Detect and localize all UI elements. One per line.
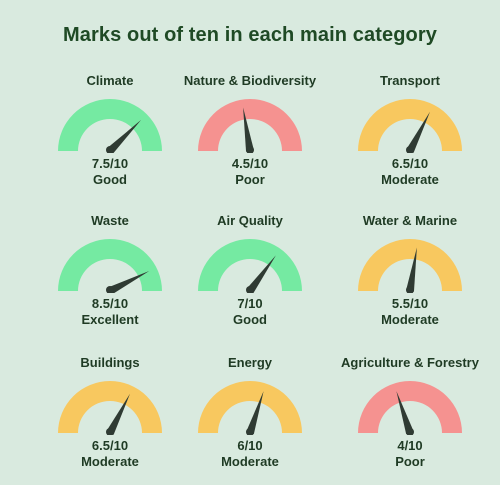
gauge-needle	[406, 111, 430, 153]
gauge-rating: Moderate	[81, 454, 139, 469]
gauge-category-label: Climate	[86, 73, 134, 88]
gauge-arc	[58, 99, 162, 151]
gauge-needle	[246, 391, 264, 435]
gauge-rating: Poor	[395, 454, 425, 469]
gauge-hub	[406, 146, 414, 153]
gauge-category-label: Air Quality	[217, 213, 283, 228]
gauge-needle	[406, 247, 417, 292]
gauge-dial	[198, 239, 302, 293]
gauge-hub	[106, 146, 114, 153]
gauge-needle	[107, 119, 142, 153]
gauge-score: 4.5/10	[231, 156, 269, 171]
gauge-category-label: Water & Marine	[362, 213, 458, 228]
gauge-card: Agriculture & Forestry 4/10 Poor	[325, 355, 495, 485]
gauge-hub	[106, 286, 114, 293]
gauge-hub	[406, 428, 414, 435]
gauge-arc	[58, 239, 162, 291]
gauge-score: 6.5/10	[391, 156, 429, 171]
gauge-dial	[58, 239, 162, 293]
gauge-category-label: Energy	[227, 355, 273, 370]
gauge-arc	[58, 381, 162, 433]
chart-title: Marks out of ten in each main category	[63, 24, 437, 46]
gauge-grid: Climate 7.5/10 Good Nature & Biodiversit…	[25, 73, 495, 469]
gauge-score: 5.5/10	[391, 296, 429, 311]
gauge-hub	[246, 146, 254, 153]
gauge-arc	[198, 239, 302, 291]
gauge-rating: Poor	[235, 172, 265, 187]
gauge-rating: Good	[233, 312, 267, 327]
gauge-dial	[58, 381, 162, 435]
gauge-card: Energy 6/10 Moderate	[165, 355, 335, 485]
gauge-score: 7.5/10	[91, 156, 129, 171]
gauge-score: 7/10	[237, 296, 263, 311]
gauge-arc	[358, 99, 462, 151]
gauge-category-label: Buildings	[80, 355, 140, 370]
gauge-card: Nature & Biodiversity 4.5/10 Poor	[165, 73, 335, 203]
gauge-rating: Excellent	[81, 312, 139, 327]
gauge-card: Transport 6.5/10 Moderate	[325, 73, 495, 203]
gauge-needle	[108, 271, 150, 293]
gauge-needle	[396, 391, 414, 435]
gauge-score: 4/10	[397, 438, 423, 453]
gauge-category-label: Waste	[91, 213, 129, 228]
gauge-card: Buildings 6.5/10 Moderate	[25, 355, 195, 485]
gauge-score: 6.5/10	[91, 438, 129, 453]
gauge-dial	[358, 239, 462, 293]
gauge-hub	[246, 428, 254, 435]
gauge-hub	[406, 286, 414, 293]
gauge-rating: Good	[93, 172, 127, 187]
gauge-dial	[58, 99, 162, 153]
gauge-card: Water & Marine 5.5/10 Moderate	[325, 213, 495, 343]
gauge-score: 8.5/10	[91, 296, 129, 311]
gauge-arc	[358, 239, 462, 291]
gauge-category-label: Agriculture & Forestry	[341, 355, 479, 370]
gauge-dial	[358, 381, 462, 435]
gauge-needle	[246, 255, 276, 293]
gauge-category-label: Transport	[380, 73, 440, 88]
gauge-dial	[198, 99, 302, 153]
gauge-arc	[358, 381, 462, 433]
gauge-dial	[198, 381, 302, 435]
gauge-rating: Moderate	[381, 172, 439, 187]
gauge-arc	[198, 99, 302, 151]
gauge-needle	[106, 393, 130, 435]
gauge-hub	[246, 286, 254, 293]
gauge-needle	[243, 107, 254, 152]
gauge-rating: Moderate	[221, 454, 279, 469]
gauge-card: Air Quality 7/10 Good	[165, 213, 335, 343]
gauge-rating: Moderate	[381, 312, 439, 327]
gauge-card: Climate 7.5/10 Good	[25, 73, 195, 203]
gauge-score: 6/10	[237, 438, 263, 453]
gauge-dial	[358, 99, 462, 153]
gauge-hub	[106, 428, 114, 435]
gauge-arc	[198, 381, 302, 433]
gauge-category-label: Nature & Biodiversity	[183, 73, 317, 88]
gauge-card: Waste 8.5/10 Excellent	[25, 213, 195, 343]
